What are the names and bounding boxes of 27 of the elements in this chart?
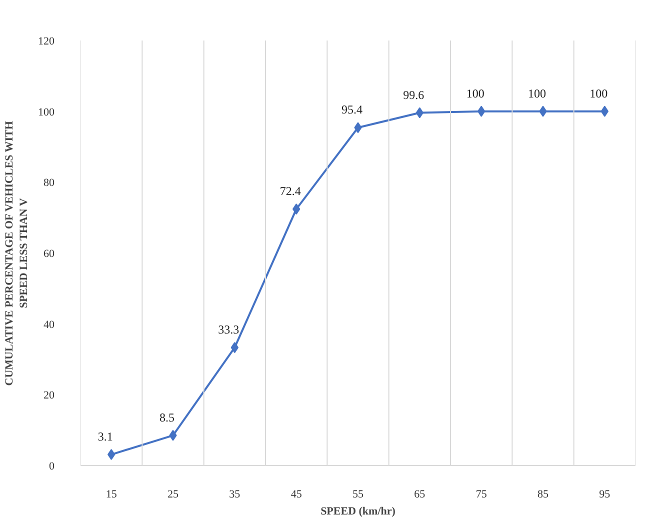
- x-tick-label: 35: [229, 488, 241, 500]
- data-label: 100: [528, 86, 546, 100]
- data-label: 99.6: [403, 88, 424, 102]
- data-label: 8.5: [160, 410, 174, 424]
- data-label: 3.1: [98, 430, 113, 444]
- x-tick-label: 75: [476, 488, 488, 500]
- y-axis-title: CUMULATIVE PERCENTAGE OF VEHICLES WITH SPEED LESS THAN V: [4, 120, 30, 386]
- x-tick-label: 95: [599, 488, 611, 500]
- y-tick-label: 120: [38, 36, 55, 48]
- y-tick-label: 80: [44, 177, 55, 190]
- y-tick-label: 100: [38, 106, 55, 118]
- x-tick-label: 55: [352, 488, 364, 500]
- x-tick-label: 25: [168, 488, 179, 500]
- x-tick-label: 45: [290, 488, 302, 500]
- data-label: 100: [590, 86, 608, 100]
- data-label: 72.4: [280, 184, 301, 198]
- x-tick-label: 85: [538, 488, 549, 500]
- y-tick-label: 60: [44, 248, 55, 260]
- data-label: 95.4: [342, 102, 362, 117]
- x-tick-label: 15: [106, 488, 118, 500]
- x-axis-title: SPEED (km/hr): [320, 506, 396, 518]
- x-tick-label: 65: [414, 488, 426, 500]
- y-tick-label: 0: [49, 460, 55, 472]
- y-tick-label: 20: [44, 390, 55, 402]
- data-label: 100: [466, 86, 484, 100]
- data-label: 33.3: [218, 322, 240, 337]
- y-tick-label: 40: [44, 318, 55, 331]
